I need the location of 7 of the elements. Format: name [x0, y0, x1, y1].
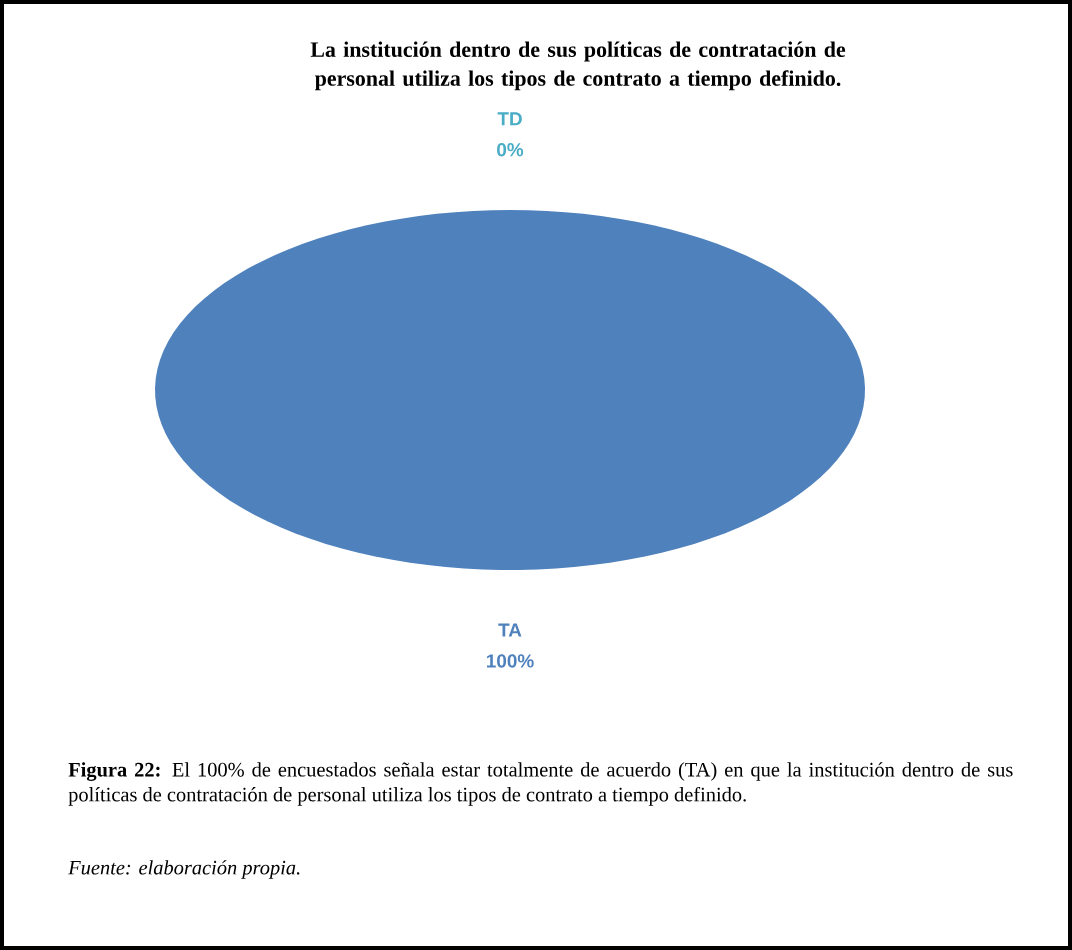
- slice-label: TA: [498, 623, 522, 637]
- data-label: 100%: [486, 654, 534, 668]
- chart-title: La institución dentro de sus políticas de contratación de personal utiliza los tipos de contrato a tiempo definido.: [310, 41, 846, 91]
- category-label: TD: [497, 112, 522, 126]
- text: Figura 22: El 100% de encuestados señala estar totalmente de acuerdo (TA) en que la institución dentro de sus políticas de contratación de personal utiliza los tipos de contrato a tiempo definido.: [68, 762, 1013, 806]
- text: 0%: [497, 143, 524, 157]
- source-note: Fuente: elaboración propia.: [68, 860, 300, 879]
